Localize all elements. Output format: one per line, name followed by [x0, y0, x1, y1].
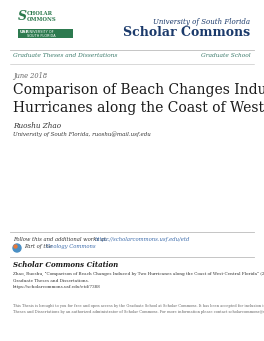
Text: University of South Florida: University of South Florida: [153, 18, 250, 26]
Text: Follow this and additional works at:: Follow this and additional works at:: [13, 237, 109, 242]
Text: Ruoshu Zhao: Ruoshu Zhao: [13, 122, 61, 130]
Circle shape: [13, 244, 21, 252]
Text: Hurricanes along the Coast of West-Central Florida: Hurricanes along the Coast of West-Centr…: [13, 101, 264, 115]
Text: UNIVERSITY OF: UNIVERSITY OF: [27, 30, 54, 34]
Text: Comparison of Beach Changes Induced by Two: Comparison of Beach Changes Induced by T…: [13, 83, 264, 97]
Text: June 2018: June 2018: [13, 72, 47, 80]
Text: Theses and Dissertations by an authorized administrator of Scholar Commons. For : Theses and Dissertations by an authorize…: [13, 310, 264, 314]
Text: S: S: [18, 10, 27, 23]
Text: Graduate Theses and Dissertations.: Graduate Theses and Dissertations.: [13, 279, 89, 283]
Text: https://scholarcommons.usf.edu/etd/7388: https://scholarcommons.usf.edu/etd/7388: [13, 285, 101, 289]
Text: Scholar Commons Citation: Scholar Commons Citation: [13, 261, 118, 269]
Text: Scholar Commons: Scholar Commons: [123, 26, 250, 39]
Text: Part of the: Part of the: [24, 244, 54, 249]
Text: OMMONS: OMMONS: [27, 17, 57, 22]
Bar: [18, 29, 73, 38]
Text: https://scholarcommons.usf.edu/etd: https://scholarcommons.usf.edu/etd: [95, 237, 190, 242]
Text: This Thesis is brought to you for free and open access by the Graduate School at: This Thesis is brought to you for free a…: [13, 304, 264, 308]
Text: Geology Commons: Geology Commons: [46, 244, 96, 249]
Text: Graduate School: Graduate School: [201, 53, 251, 58]
Text: SOUTH FLORIDA: SOUTH FLORIDA: [27, 34, 56, 38]
Text: University of South Florida, ruoshu@mail.usf.edu: University of South Florida, ruoshu@mail…: [13, 131, 151, 137]
Circle shape: [14, 245, 17, 248]
Text: Zhao, Ruoshu, "Comparison of Beach Changes Induced by Two Hurricanes along the C: Zhao, Ruoshu, "Comparison of Beach Chang…: [13, 272, 264, 276]
Text: USF: USF: [20, 30, 30, 34]
Text: CHOLAR: CHOLAR: [27, 11, 53, 16]
Text: Graduate Theses and Dissertations: Graduate Theses and Dissertations: [13, 53, 117, 58]
